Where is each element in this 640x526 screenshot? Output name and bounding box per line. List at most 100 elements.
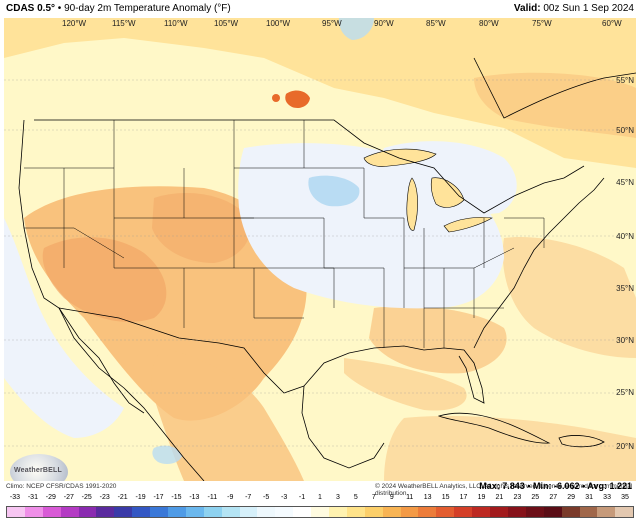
color-scale-swatch (329, 507, 347, 517)
gulf-coastline (303, 345, 485, 404)
lat-label: 40°N (616, 232, 634, 241)
color-scale-swatch (7, 507, 25, 517)
state-boundaries (24, 120, 545, 348)
color-scale-swatch (561, 507, 580, 517)
lake-erie (443, 216, 493, 233)
lon-label: 60°W (602, 19, 622, 28)
hot-region-southwest (42, 237, 167, 322)
color-scale-swatch (203, 507, 222, 517)
color-scale-label: 7 (371, 494, 376, 501)
color-scale-labels: -33 -31 -29 -27 -25 -23 -21 -19 -17 -15 -13 -11 -9 -7… (6, 494, 634, 504)
color-scale-label: -13 (189, 494, 200, 501)
hot-spot-saskatchewan (285, 90, 310, 108)
graticule (4, 79, 636, 447)
copyright-notice: © 2024 WeatherBELL Analytics, LLC. All r… (375, 483, 633, 497)
color-scale-swatch (60, 507, 79, 517)
color-scale-swatch (597, 507, 616, 517)
valid-value: 00z Sun 1 Sep 2024 (540, 3, 634, 14)
warm-region-hudson (474, 72, 636, 138)
color-scale-label: -21 (117, 494, 128, 501)
lon-label: 105°W (214, 19, 239, 28)
lat-label: 45°N (616, 178, 634, 187)
color-scale-swatch (150, 507, 169, 517)
lat-label: 50°N (616, 126, 634, 135)
color-scale-label: -33 (9, 494, 21, 501)
color-scale-label: 29 (567, 494, 576, 501)
color-scale-swatch (132, 507, 151, 517)
color-scale-label: 25 (531, 494, 540, 501)
field-stats: Max: 7.843 • Min: -6.062 • Avg: 1.221 (479, 481, 632, 491)
mexico-east-coast (301, 385, 385, 469)
color-scale-swatch (436, 507, 455, 517)
color-scale-swatch (42, 507, 61, 517)
lake-huron (430, 177, 465, 208)
lon-label: 95°W (322, 19, 342, 28)
color-scale-label: -27 (63, 494, 74, 501)
hot-region-four-corners (152, 193, 250, 263)
lake-superior (363, 148, 437, 167)
model-name: CDAS 0.5° (6, 3, 56, 14)
cold-spot-dakotas (308, 175, 360, 207)
hot-spot-small (272, 94, 280, 102)
color-scale-swatch (24, 507, 43, 517)
cold-spot-north (338, 18, 374, 40)
pacific-coastline (18, 119, 205, 481)
hispaniola (558, 435, 605, 448)
color-scale-label: -17 (153, 494, 164, 501)
map-title-text: 90-day 2m Temperature Anomaly (°F) (64, 3, 231, 14)
color-scale-swatch (275, 507, 294, 517)
lat-label: 55°N (616, 76, 634, 85)
color-scale-swatch (96, 507, 115, 517)
avg-value: Avg: 1.221 (587, 481, 632, 491)
lat-label: 20°N (616, 442, 634, 451)
color-scale-label: 13 (423, 494, 432, 501)
color-scale-label: -7 (245, 494, 252, 501)
color-scale-swatch (472, 507, 491, 517)
warm-region-southeast (369, 306, 507, 374)
color-scale-label: 23 (513, 494, 522, 501)
warm-region-gulf (344, 358, 467, 411)
color-scale-swatch (525, 507, 544, 517)
color-scale-label: -5 (263, 494, 270, 501)
color-scale-label: 3 (335, 494, 340, 501)
climo-source: Climo: NCEP CFSR/CDAS 1991-2020 (6, 483, 117, 490)
color-scale-label: 27 (549, 494, 558, 501)
color-scale-legend: -33 -31 -29 -27 -25 -23 -21 -19 -17 -15 -13 -11 -9 -7… (6, 494, 634, 520)
color-scale-swatch (364, 507, 383, 517)
color-scale-swatch (418, 507, 437, 517)
cool-region-pacific (4, 218, 124, 438)
lon-label: 90°W (374, 19, 394, 28)
color-scale-label: -3 (280, 494, 288, 501)
color-scale-swatch (579, 507, 598, 517)
color-scale-label: 15 (441, 494, 450, 501)
lon-label: 120°W (62, 19, 87, 28)
baja-peninsula (58, 307, 145, 414)
color-scale-label: 5 (353, 494, 358, 501)
color-scale-label: -1 (298, 494, 306, 501)
lon-label: 85°W (426, 19, 446, 28)
color-scale-swatch (490, 507, 508, 517)
color-scale-label: 9 (389, 494, 394, 501)
color-scale-swatch (454, 507, 473, 517)
hudson-bay-coast (473, 57, 636, 119)
color-scale-swatch (382, 507, 401, 517)
lat-label: 30°N (616, 336, 634, 345)
color-scale-swatch (311, 507, 330, 517)
color-scale-label: 19 (477, 494, 486, 501)
color-scale-swatch (78, 507, 97, 517)
color-scale-swatch (615, 507, 634, 517)
color-scale-label: 17 (459, 494, 468, 501)
lat-label: 25°N (616, 388, 634, 397)
color-scale-label: -19 (135, 494, 146, 501)
color-scale-label: -11 (207, 494, 218, 501)
weatherbell-logo: WeatherBELL (10, 454, 68, 481)
warm-region-north (4, 18, 636, 168)
warm-region-mexico (151, 348, 304, 481)
valid-time: Valid: 00z Sun 1 Sep 2024 (514, 3, 634, 14)
color-scale-swatch (400, 507, 419, 517)
color-scale-label: -9 (227, 494, 234, 501)
color-scale-swatch (239, 507, 258, 517)
color-scale-label: -15 (171, 494, 182, 501)
color-scale-swatch (543, 507, 562, 517)
footer-credits: Climo: NCEP CFSR/CDAS 1991-2020 © 2024 W… (0, 481, 640, 497)
